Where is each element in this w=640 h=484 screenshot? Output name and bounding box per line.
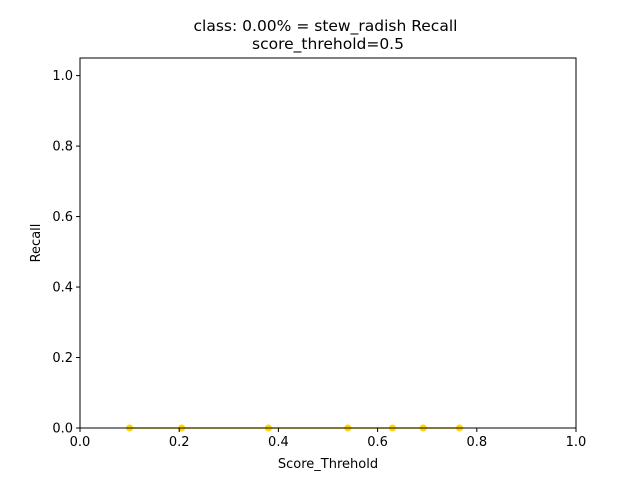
y-axis-label: Recall xyxy=(29,224,44,263)
chart-title-group: class: 0.00% = stew_radish Recall score_… xyxy=(194,17,458,54)
axis-ticks: 0.0 0.2 0.4 0.6 0.8 1.0 0.0 0.2 0.4 0.6 0.8 1.0 xyxy=(52,69,586,450)
chart-subtitle: score_threhold=0.5 xyxy=(252,35,404,54)
x-tick-label: 0.0 xyxy=(70,435,91,450)
y-tick-label: 0.0 xyxy=(52,422,73,437)
y-tick-label: 0.6 xyxy=(52,210,73,225)
axes xyxy=(79,57,577,429)
x-tick-label: 0.4 xyxy=(268,435,289,450)
x-axis-label: Score_Threhold xyxy=(278,457,378,472)
x-tick-label: 1.0 xyxy=(566,435,587,450)
y-tick-label: 0.4 xyxy=(52,281,73,296)
x-tick-label: 0.6 xyxy=(367,435,388,450)
axes-frame xyxy=(79,57,577,429)
y-tick-label: 0.2 xyxy=(52,351,73,366)
x-tick-label: 0.8 xyxy=(466,435,487,450)
y-tick-label: 0.8 xyxy=(52,140,73,155)
y-tick-label: 1.0 xyxy=(52,69,73,84)
x-tick-label: 0.2 xyxy=(169,435,190,450)
chart-title: class: 0.00% = stew_radish Recall xyxy=(194,17,458,36)
